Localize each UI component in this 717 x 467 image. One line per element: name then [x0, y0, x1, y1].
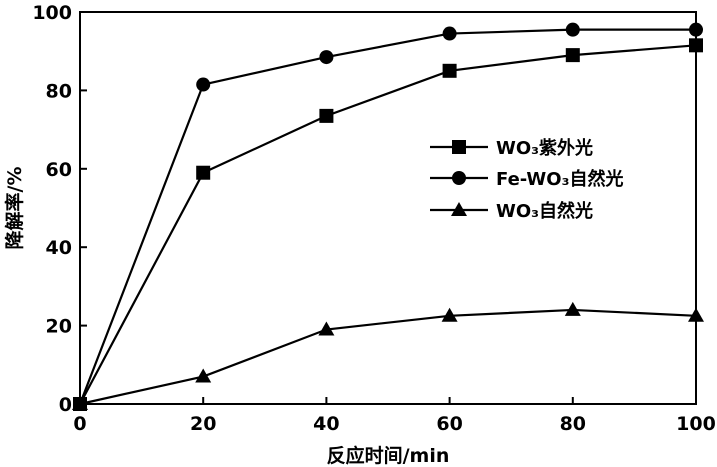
series-layer: [72, 22, 704, 411]
plot-area-border: [79, 11, 697, 405]
series-square: [73, 38, 703, 411]
data-point-circle: [442, 26, 457, 41]
y-axis-ticks: 0 20 40 60 80 100: [32, 2, 87, 416]
data-point-triangle: [318, 321, 335, 336]
legend-label: WO₃自然光: [496, 200, 593, 222]
data-point-circle: [319, 50, 334, 65]
x-tick-label: 0: [73, 413, 86, 435]
data-point-circle: [196, 77, 211, 92]
data-point-square: [442, 63, 457, 78]
plot-frame: [79, 11, 697, 405]
series-triangle: [72, 301, 704, 410]
data-point-circle: [565, 22, 580, 37]
legend: WO₃紫外光 Fe-WO₃自然光 WO₃自然光: [430, 137, 623, 222]
y-axis-title: 降解率/%: [3, 167, 26, 250]
data-point-square: [319, 108, 334, 123]
y-tick-label: 0: [59, 394, 72, 416]
series-line: [79, 44, 697, 405]
series-line: [78, 28, 696, 405]
x-tick-label: 100: [676, 413, 716, 435]
data-point-circle: [689, 22, 703, 37]
series-line: [79, 308, 697, 406]
x-axis-title: 反应时间/min: [327, 444, 450, 467]
x-axis-ticks: 0 20 40 60 80 100: [73, 397, 716, 435]
y-tick-label: 100: [32, 2, 72, 24]
data-point-square: [196, 165, 211, 180]
series-circle: [73, 22, 703, 411]
legend-marker-circle: [452, 171, 466, 185]
legend-label: WO₃紫外光: [496, 137, 593, 159]
data-point-triangle: [688, 307, 704, 322]
data-point-triangle: [72, 396, 88, 410]
legend-item: WO₃自然光: [430, 200, 593, 222]
legend-marker-square: [452, 140, 466, 154]
data-point-triangle: [195, 368, 212, 383]
y-tick-label: 80: [46, 80, 72, 102]
data-point-square: [689, 38, 703, 53]
data-point-square: [565, 48, 580, 63]
y-tick-label: 20: [46, 316, 72, 338]
x-tick-label: 20: [190, 413, 216, 435]
x-tick-label: 80: [560, 413, 586, 435]
legend-item: WO₃紫外光: [430, 137, 593, 159]
x-tick-label: 60: [436, 413, 462, 435]
legend-label: Fe-WO₃自然光: [496, 168, 623, 190]
y-tick-label: 40: [46, 237, 72, 259]
data-point-triangle: [441, 307, 458, 322]
legend-marker-triangle: [451, 202, 467, 216]
legend-item: Fe-WO₃自然光: [430, 168, 623, 190]
y-tick-label: 60: [46, 159, 72, 181]
x-tick-label: 40: [313, 413, 339, 435]
data-point-triangle: [564, 301, 581, 316]
